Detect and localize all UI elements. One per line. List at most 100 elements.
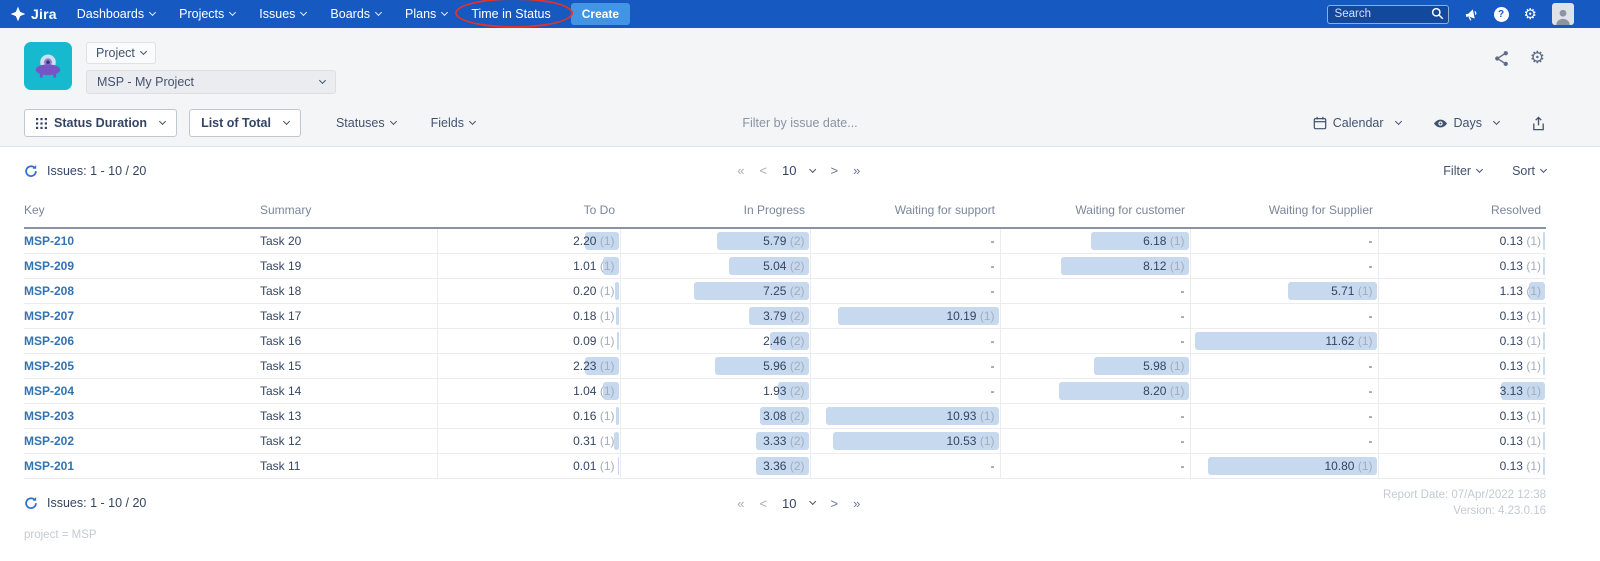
duration-bar [755,457,809,475]
prev-page-button[interactable]: < [759,163,768,178]
duration-count: (1) [1169,259,1185,273]
duration-cell: 0.16 (1) [436,403,620,429]
nav-item-dashboards[interactable]: Dashboards [77,7,157,21]
duration-count: (2) [789,284,805,298]
jira-logo[interactable]: Jira [10,6,57,22]
duration-cell: - [999,303,1190,329]
calendar-dropdown[interactable]: Calendar [1313,116,1402,130]
duration-bar [1543,257,1545,275]
prev-page-button[interactable]: < [759,495,768,511]
duration-cell: 2.46 (2) [619,328,810,354]
nav-item-issues[interactable]: Issues [259,7,308,21]
nav-item-time-in-status[interactable]: Time in Status [471,7,550,21]
issue-key-link[interactable]: MSP-204 [24,384,75,398]
issue-key-link[interactable]: MSP-207 [24,309,75,323]
column-header-resolved[interactable]: Resolved [1378,194,1546,229]
create-button[interactable]: Create [570,3,631,25]
duration-cell: - [999,278,1190,304]
page-size-select[interactable]: 10 [782,163,817,178]
issue-key-link[interactable]: MSP-203 [24,409,75,423]
issue-summary: Task 14 [260,378,437,404]
duration-bar [694,282,809,300]
duration-value: 2.46 (2) [763,334,805,348]
filter-label: Filter [1443,163,1472,178]
issue-key-link[interactable]: MSP-210 [24,234,75,248]
duration-count: (1) [1526,359,1541,373]
column-header-key[interactable]: Key [24,194,260,229]
brand-name: Jira [31,6,57,22]
nav-item-projects[interactable]: Projects [179,7,237,21]
empty-duration: - [1368,259,1373,273]
duration-cell: - [999,453,1190,479]
next-page-button[interactable]: > [830,495,839,511]
refresh-icon[interactable] [24,164,38,178]
report-settings-button[interactable]: ⚙ [1530,48,1545,68]
share-button[interactable] [1493,50,1510,67]
issue-key-link[interactable]: MSP-201 [24,459,75,473]
duration-count: (1) [599,409,615,423]
empty-duration: - [990,334,995,348]
status-duration-dropdown[interactable]: Status Duration [24,109,178,137]
duration-cell: 0.13 (1) [1377,353,1546,379]
project-type-label: Project [96,46,135,60]
column-header-in-progress[interactable]: In Progress [620,194,810,229]
column-header-waiting-support[interactable]: Waiting for support [810,194,1000,229]
chevron-down-icon [1539,165,1548,173]
issue-key-link[interactable]: MSP-208 [24,284,75,298]
column-header-waiting-customer[interactable]: Waiting for customer [1000,194,1190,229]
table-row: MSP-206 Task 16 0.09 (1) 2.46 (2) - - 11.62 (1… [24,328,1546,354]
first-page-button[interactable]: « [737,163,745,178]
project-type-button[interactable]: Project [86,42,156,64]
duration-value: 0.01 (1) [573,459,615,473]
duration-count: (1) [1357,459,1373,473]
duration-count: (1) [1357,334,1373,348]
duration-bar [584,357,619,375]
last-page-button[interactable]: » [853,495,861,511]
gear-icon: ⚙ [1523,5,1537,23]
project-select[interactable]: MSP - My Project [86,70,336,94]
next-page-button[interactable]: > [830,163,839,178]
time-unit-dropdown[interactable]: Days [1433,116,1501,131]
duration-count: (2) [789,359,805,373]
list-of-total-dropdown[interactable]: List of Total [189,109,301,137]
announcements-button[interactable] [1464,7,1479,22]
table-row: MSP-207 Task 17 0.18 (1) 3.79 (2) 10.19 (1) -… [24,303,1546,329]
search-input[interactable] [1326,4,1449,24]
sort-dropdown[interactable]: Sort [1512,164,1548,178]
column-header-todo[interactable]: To Do [437,194,620,229]
duration-count: (1) [1526,434,1541,448]
export-button[interactable] [1531,115,1546,131]
duration-bar [1543,432,1545,450]
page-size-select[interactable]: 10 [782,496,817,511]
issue-key-link[interactable]: MSP-202 [24,434,75,448]
pagination-bottom: « < 10 > » [737,496,860,511]
duration-value: 1.93 (2) [763,384,805,398]
fields-dropdown[interactable]: Fields [431,116,476,130]
issue-key-link[interactable]: MSP-209 [24,259,75,273]
duration-value: 5.96 (2) [763,359,805,373]
filter-dropdown[interactable]: Filter [1443,163,1484,178]
statuses-dropdown[interactable]: Statuses [336,116,397,130]
issue-summary: Task 20 [260,228,437,254]
refresh-icon[interactable] [24,496,38,510]
admin-settings-button[interactable]: ⚙ [1524,7,1537,22]
duration-cell: 10.19 (1) [809,303,1000,329]
duration-count: (2) [789,259,805,273]
table-row: MSP-201 Task 11 0.01 (1) 3.36 (2) - - 10.80 (1… [24,453,1546,479]
help-button[interactable]: ? [1493,6,1509,22]
duration-bar [1060,257,1189,275]
duration-value: 10.93 (1) [946,409,995,423]
issue-key-link[interactable]: MSP-205 [24,359,75,373]
duration-value: 0.16 (1) [573,409,615,423]
duration-count: (2) [789,309,805,323]
duration-bar [769,332,809,350]
column-header-waiting-supplier[interactable]: Waiting for Supplier [1190,194,1378,229]
duration-cell: - [809,453,1000,479]
first-page-button[interactable]: « [737,495,745,511]
nav-item-boards[interactable]: Boards [330,7,383,21]
user-avatar[interactable] [1552,3,1574,25]
nav-item-plans[interactable]: Plans [405,7,449,21]
last-page-button[interactable]: » [853,163,861,178]
column-header-summary[interactable]: Summary [260,194,437,229]
issue-key-link[interactable]: MSP-206 [24,334,75,348]
